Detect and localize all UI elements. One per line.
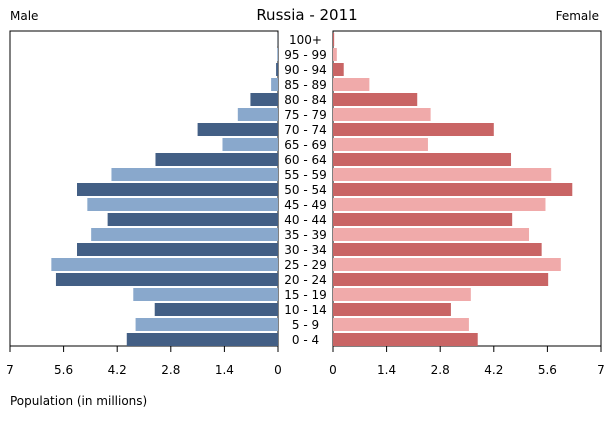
female-bar — [333, 33, 335, 46]
male-bar — [277, 48, 278, 61]
male-bar — [222, 138, 278, 151]
age-group-label: 5 - 9 — [292, 318, 319, 332]
male-bar — [154, 303, 278, 316]
female-bar — [333, 63, 344, 76]
female-bar — [333, 198, 546, 211]
female-tick-label: 0 — [329, 363, 337, 377]
male-bar — [135, 318, 278, 331]
male-tick-label: 5.6 — [54, 363, 73, 377]
female-bar — [333, 318, 469, 331]
age-group-label: 100+ — [289, 33, 322, 47]
female-bar — [333, 183, 573, 196]
female-label: Female — [556, 9, 599, 23]
male-tick-label: 2.8 — [161, 363, 180, 377]
male-tick-label: 0 — [274, 363, 282, 377]
female-tick-label: 1.4 — [377, 363, 396, 377]
female-bar — [333, 213, 513, 226]
female-tick-label: 4.2 — [484, 363, 503, 377]
age-group-label: 10 - 14 — [284, 303, 327, 317]
chart-title: Russia - 2011 — [256, 6, 357, 24]
male-bar — [126, 333, 279, 346]
female-bar — [333, 273, 549, 286]
x-axis-label: Population (in millions) — [10, 394, 147, 408]
male-bar — [111, 168, 278, 181]
male-label: Male — [10, 9, 38, 23]
age-group-label: 20 - 24 — [284, 273, 327, 287]
male-tick-label: 4.2 — [108, 363, 127, 377]
male-bar — [77, 243, 278, 256]
female-bar — [333, 288, 471, 301]
female-bar — [333, 333, 478, 346]
age-group-label: 0 - 4 — [292, 333, 319, 347]
male-bar — [133, 288, 278, 301]
age-group-label: 80 - 84 — [284, 93, 327, 107]
female-bar — [333, 138, 428, 151]
male-bar — [271, 78, 278, 91]
male-tick-label: 1.4 — [215, 363, 234, 377]
age-group-label: 40 - 44 — [284, 213, 327, 227]
male-bar — [276, 63, 278, 76]
female-bar — [333, 123, 494, 136]
male-bar — [77, 183, 278, 196]
male-bar — [55, 273, 278, 286]
female-tick-label: 5.6 — [538, 363, 557, 377]
female-bar — [333, 243, 542, 256]
age-group-label: 30 - 34 — [284, 243, 327, 257]
female-bar — [333, 108, 431, 121]
age-group-label: 45 - 49 — [284, 198, 327, 212]
age-group-label: 15 - 19 — [284, 288, 327, 302]
age-group-label: 70 - 74 — [284, 123, 327, 137]
age-group-label: 55 - 59 — [284, 168, 327, 182]
male-bar — [250, 93, 278, 106]
female-bar — [333, 168, 552, 181]
age-group-label: 95 - 99 — [284, 48, 327, 62]
male-bar — [87, 198, 278, 211]
male-bar — [197, 123, 278, 136]
female-bar — [333, 93, 418, 106]
female-tick-label: 7 — [597, 363, 605, 377]
female-bar — [333, 258, 561, 271]
age-group-label: 50 - 54 — [284, 183, 327, 197]
female-bar — [333, 228, 530, 241]
male-bar — [107, 213, 278, 226]
male-bar — [51, 258, 278, 271]
age-group-label: 85 - 89 — [284, 78, 327, 92]
age-group-label: 35 - 39 — [284, 228, 327, 242]
age-group-label: 90 - 94 — [284, 63, 327, 77]
male-bar — [91, 228, 278, 241]
male-bar — [237, 108, 278, 121]
female-tick-label: 2.8 — [431, 363, 450, 377]
female-bar — [333, 78, 370, 91]
age-group-label: 25 - 29 — [284, 258, 327, 272]
age-group-label: 65 - 69 — [284, 138, 327, 152]
male-tick-label: 7 — [6, 363, 14, 377]
female-bar — [333, 153, 512, 166]
female-bar — [333, 48, 337, 61]
age-group-label: 75 - 79 — [284, 108, 327, 122]
age-group-label: 60 - 64 — [284, 153, 327, 167]
male-bar — [155, 153, 278, 166]
female-bar — [333, 303, 451, 316]
